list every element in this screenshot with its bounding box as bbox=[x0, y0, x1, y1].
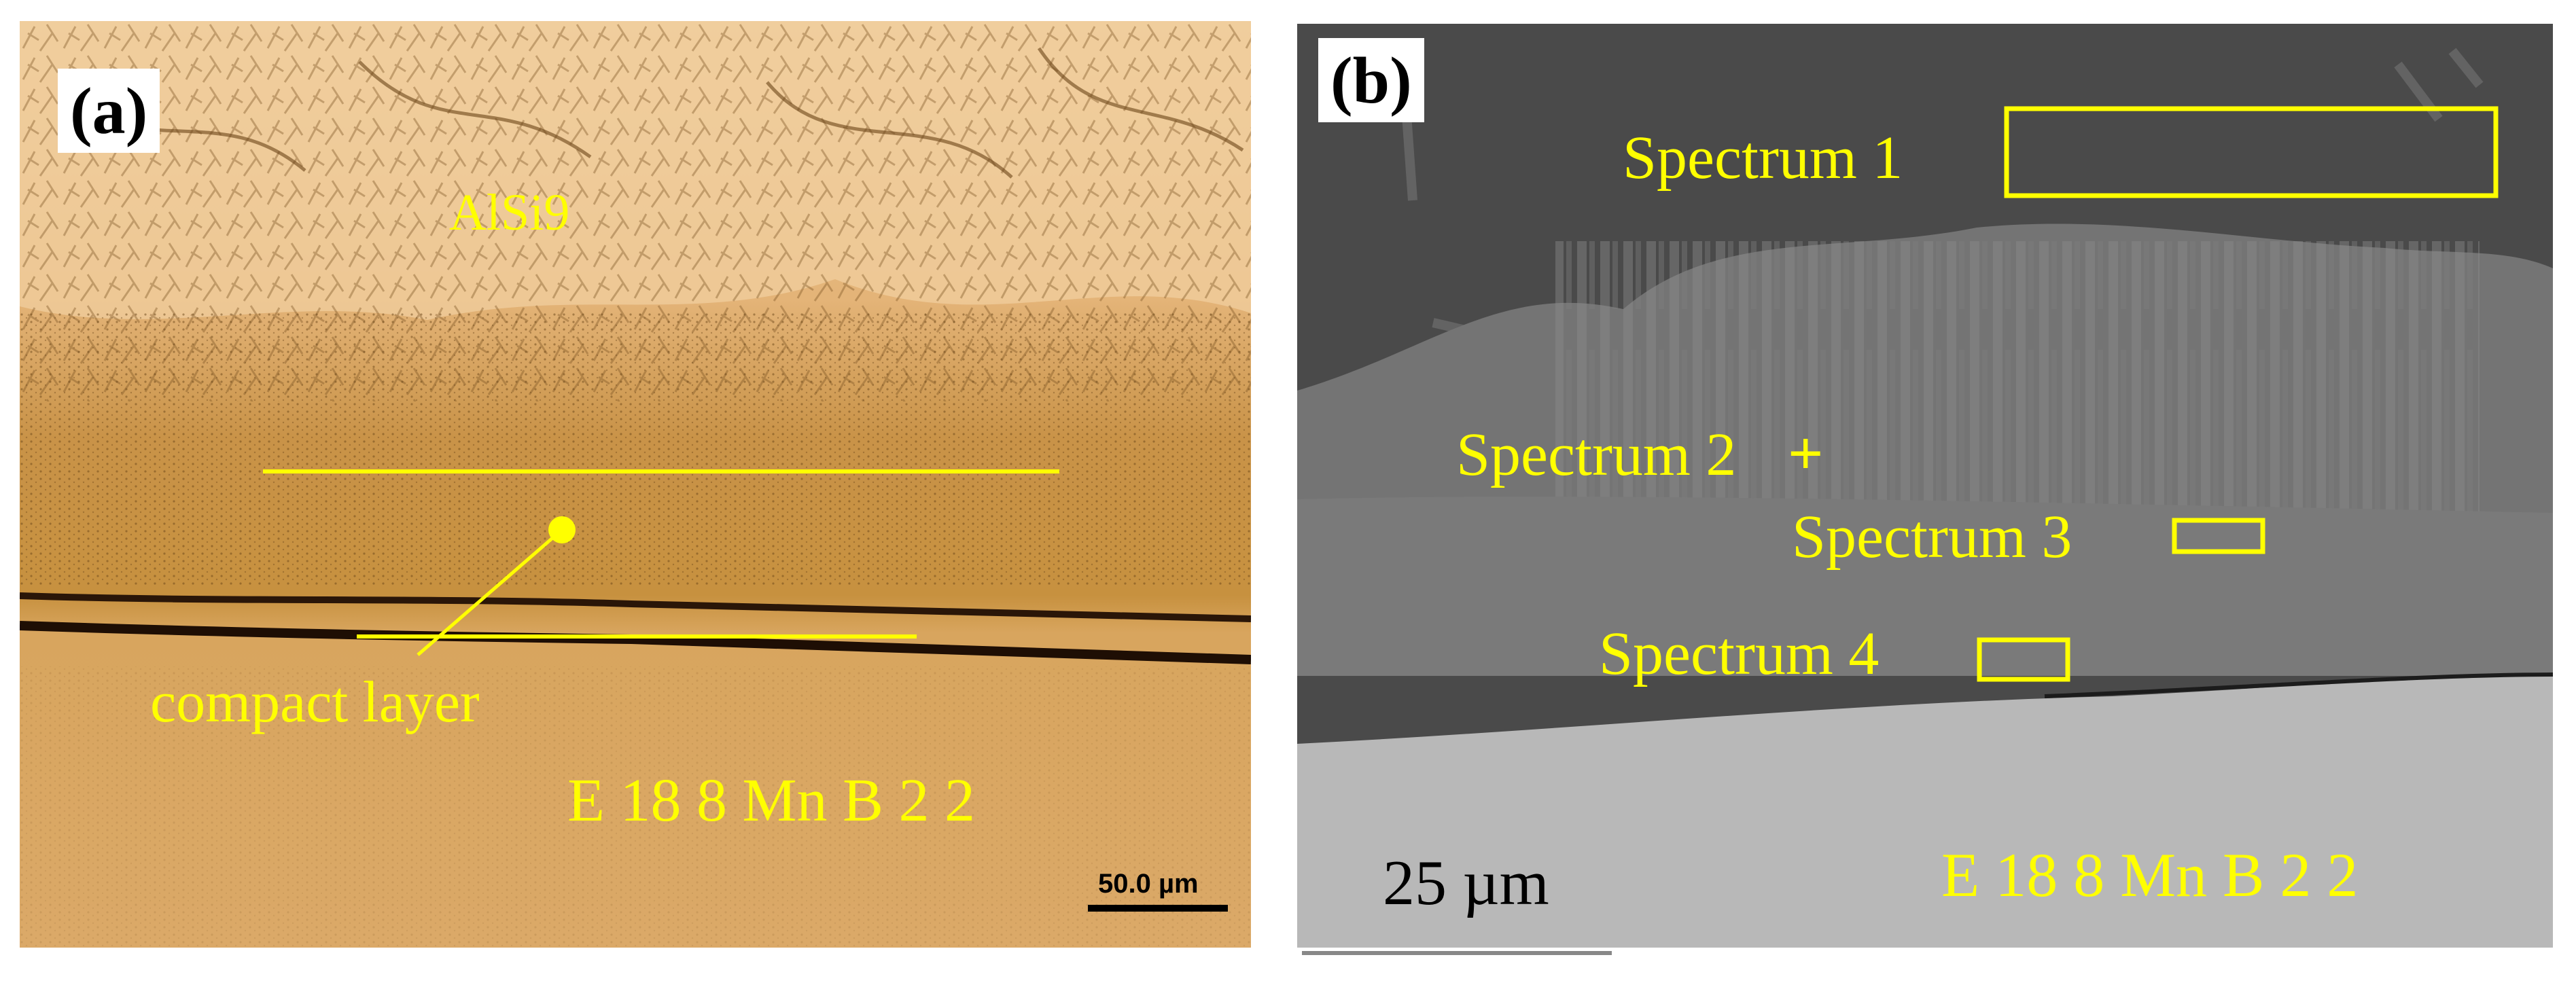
scale-bar-b bbox=[1302, 951, 1612, 955]
scale-text-a: 50.0 µm bbox=[1098, 869, 1199, 899]
annotation-overlay-a bbox=[263, 469, 1059, 656]
sem-micrograph-image bbox=[1297, 24, 2553, 948]
annotation-overlay-b bbox=[1977, 106, 2499, 682]
substrate-label-a: E 18 8 Mn B 2 2 bbox=[567, 767, 976, 834]
spectrum-1-marker bbox=[2004, 106, 2499, 198]
optical-micrograph-image bbox=[20, 21, 1251, 948]
compact-layer-label: compact layer bbox=[150, 669, 480, 734]
panel-label-b: (b) bbox=[1318, 38, 1424, 122]
spectrum-2-label: Spectrum 2 bbox=[1456, 421, 1737, 488]
scale-bar-a bbox=[1088, 905, 1228, 912]
micrograph-panel-b: (b) Spectrum 1 Spectrum 2 + Spectrum 3 S… bbox=[1297, 24, 2553, 948]
pointer-line bbox=[417, 528, 563, 656]
spectrum-4-label: Spectrum 4 bbox=[1599, 620, 1880, 687]
spectrum-1-label: Spectrum 1 bbox=[1623, 124, 1903, 192]
spectrum-3-label: Spectrum 3 bbox=[1792, 503, 2072, 571]
substrate-label-b: E 18 8 Mn B 2 2 bbox=[1941, 840, 2359, 910]
alsi9-label: AlSi9 bbox=[449, 184, 570, 241]
pointer-dot bbox=[548, 516, 576, 543]
spectrum-2-marker: + bbox=[1788, 418, 1824, 488]
spectrum-3-marker bbox=[2172, 518, 2265, 554]
scale-text-b: 25 µm bbox=[1383, 848, 1549, 918]
micrograph-panel-a: (a) AlSi9 compact layer E 18 8 Mn B 2 2 … bbox=[20, 21, 1251, 948]
spectrum-4-marker bbox=[1977, 637, 2070, 682]
panel-label-a: (a) bbox=[58, 69, 160, 153]
